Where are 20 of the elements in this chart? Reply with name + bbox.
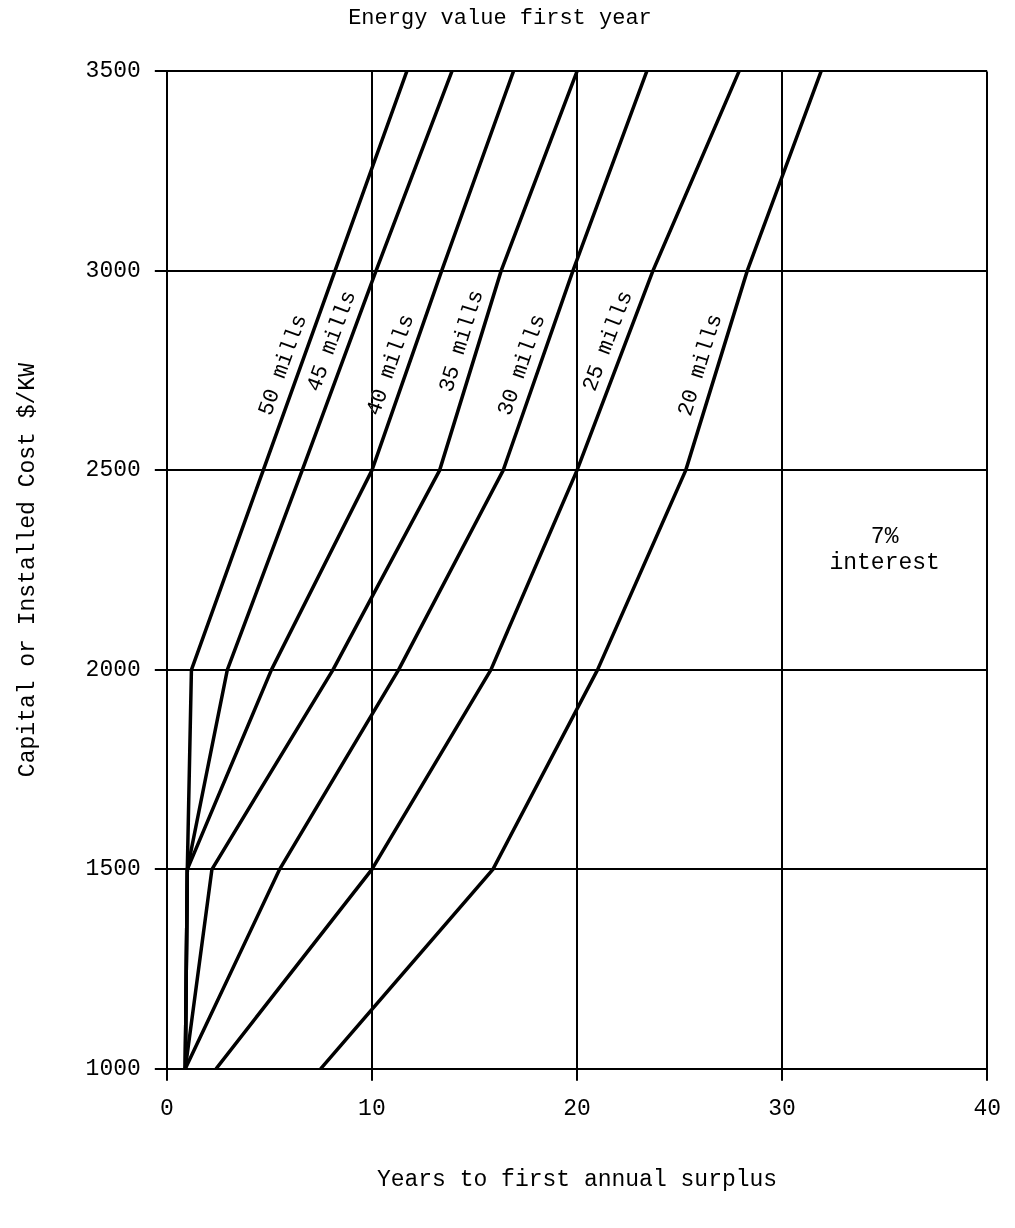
x-tick-label: 10	[358, 1095, 386, 1122]
y-axis-title: Capital or Installed Cost $/KW	[14, 362, 41, 778]
y-tick-label: 3000	[85, 257, 141, 284]
y-tick-label: 3500	[85, 58, 141, 85]
chart-title: Energy value first year	[348, 6, 652, 32]
annotation: 7% interest	[829, 524, 940, 577]
text: 30 mills	[493, 311, 552, 420]
text: 40 mills	[361, 311, 421, 420]
y-tick-label: 2500	[85, 457, 141, 484]
x-axis-title: Years to first annual surplus	[376, 1167, 778, 1194]
y-tick-label: 2000	[85, 656, 141, 683]
y-tick-label: 1000	[85, 1055, 141, 1082]
text: 20 mills	[673, 310, 729, 420]
x-tick-label: 40	[973, 1095, 1001, 1122]
x-tick-label: 30	[768, 1095, 796, 1122]
x-tick-label: 0	[159, 1095, 174, 1122]
y-tick-label: 1500	[85, 856, 141, 883]
text: 35 mills	[434, 287, 490, 396]
x-tick-label: 20	[563, 1095, 591, 1122]
text: 25 mills	[577, 287, 639, 396]
